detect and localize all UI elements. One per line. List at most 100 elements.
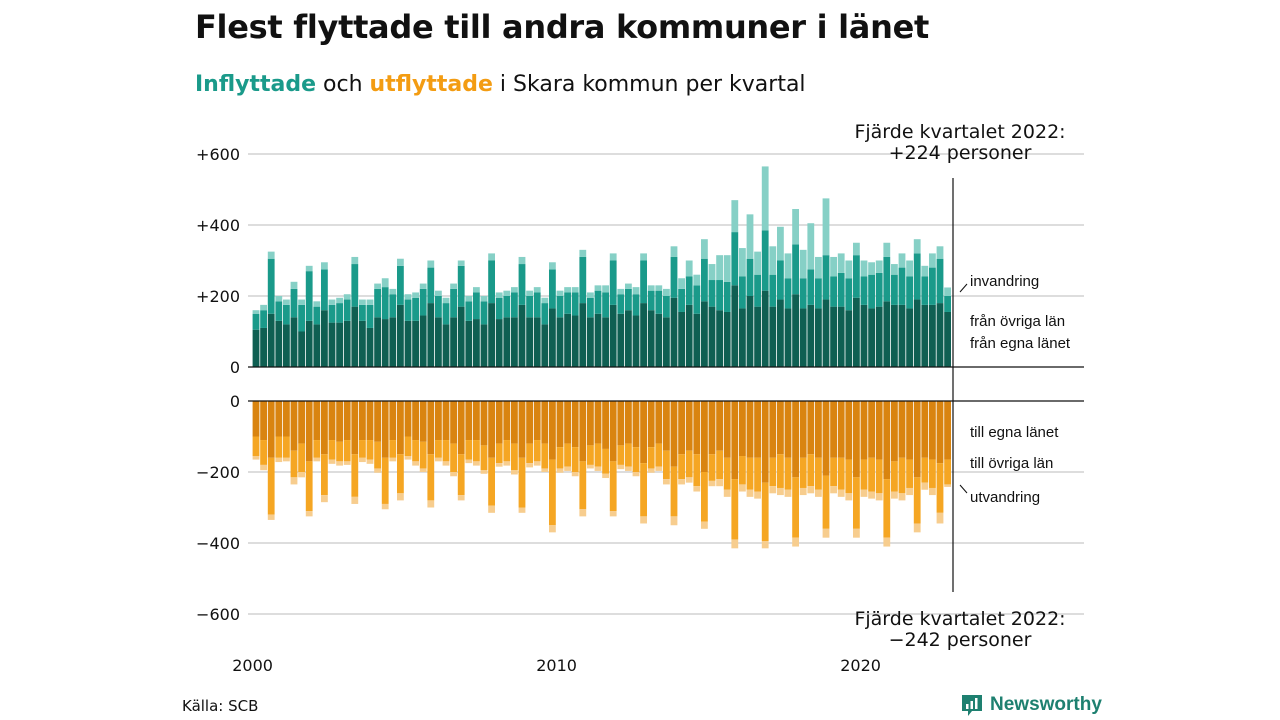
bar-in-segment [366, 327, 374, 367]
bar-in-segment [541, 303, 549, 325]
bar-out-segment [267, 514, 275, 520]
y-tick-bottom: −600 [196, 605, 240, 624]
bar-out-segment [442, 401, 450, 441]
bar-out-segment [252, 436, 260, 457]
bar-out-segment [685, 477, 693, 483]
bar-in-segment [602, 292, 609, 318]
y-tick-top: +200 [196, 287, 240, 306]
bar-out-segment [313, 440, 321, 458]
bar-in-segment [419, 288, 427, 316]
bar-in-segment [381, 287, 389, 320]
bar-in-segment [359, 304, 366, 321]
bar-in-segment [693, 274, 701, 286]
bar-out-segment [404, 401, 412, 437]
bar-in-segment [465, 301, 473, 321]
bar-in-segment [488, 253, 495, 261]
bar-out-segment [830, 401, 837, 458]
bar-in-segment [792, 244, 799, 295]
bar-out-segment [321, 454, 328, 496]
bar-in-segment [769, 306, 777, 367]
chart-title: Flest flyttade till andra kommuner i län… [195, 8, 929, 46]
bar-in-segment [366, 299, 374, 305]
bar-out-segment [526, 463, 533, 468]
annotation-bottom-line1: Fjärde kvartalet 2022: [854, 608, 1065, 630]
bar-in-segment [921, 265, 929, 277]
bar-out-segment [906, 487, 913, 496]
bar-out-segment [921, 457, 929, 483]
bar-in-segment [799, 278, 807, 309]
bar-in-segment [784, 253, 792, 279]
bar-in-segment [283, 324, 290, 367]
bar-in-segment [457, 260, 465, 266]
bar-in-segment [883, 301, 891, 367]
bar-in-segment [891, 304, 898, 367]
bar-in-segment [397, 258, 404, 266]
bar-in-segment [723, 255, 731, 282]
bar-in-segment [777, 226, 784, 261]
bar-out-segment [761, 401, 769, 483]
bar-out-segment [799, 401, 807, 458]
bar-out-segment [716, 401, 723, 451]
bar-in-segment [754, 274, 761, 307]
bar-in-segment [815, 308, 822, 367]
bar-in-segment [632, 315, 640, 367]
bar-out-segment [290, 401, 298, 451]
bar-in-segment [883, 256, 891, 302]
bar-out-segment [655, 443, 663, 467]
bar-in-segment [549, 262, 556, 270]
bar-out-segment [875, 401, 883, 460]
bar-in-segment [533, 292, 541, 318]
bar-out-segment [723, 401, 731, 458]
bar-out-segment [328, 440, 336, 460]
bar-in-segment [518, 264, 526, 305]
newsworthy-logo[interactable]: Newsworthy [960, 693, 1102, 717]
bar-in-segment [875, 272, 883, 307]
bar-in-segment [739, 308, 746, 367]
bar-in-segment [655, 313, 663, 367]
bar-out-segment [929, 487, 936, 496]
bar-out-segment [412, 401, 419, 441]
bar-in-segment [587, 292, 594, 298]
bar-out-segment [359, 401, 366, 441]
bar-out-segment [427, 454, 435, 501]
bar-out-segment [678, 401, 685, 455]
bar-in-segment [427, 267, 435, 304]
bar-in-segment [571, 315, 579, 367]
bar-out-segment [587, 445, 594, 465]
bar-out-segment [518, 457, 526, 508]
bar-out-segment [845, 493, 853, 501]
bar-out-segment [275, 457, 283, 463]
bar-in-segment [252, 310, 260, 314]
bar-out-segment [769, 401, 777, 458]
subtitle-rest: i Skara kommun per kvartal [492, 72, 806, 97]
bar-in-segment [799, 249, 807, 279]
bar-in-segment [541, 324, 549, 367]
bar-in-segment [853, 297, 860, 367]
bar-in-segment [442, 324, 450, 367]
bar-out-segment [556, 447, 564, 469]
bar-in-segment [898, 253, 906, 268]
bar-out-segment [305, 511, 313, 517]
bar-in-segment [944, 296, 951, 312]
bar-out-segment [526, 443, 533, 464]
bar-in-segment [739, 248, 746, 277]
bar-out-segment [883, 537, 891, 547]
bar-out-segment [617, 401, 625, 446]
bar-in-segment [359, 299, 366, 305]
bar-out-segment [450, 472, 457, 477]
bar-in-segment [404, 294, 412, 300]
bar-in-segment [374, 317, 381, 367]
bar-out-segment [617, 464, 625, 470]
bar-in-segment [761, 290, 769, 367]
bar-out-segment [457, 454, 465, 496]
bar-out-segment [883, 401, 891, 480]
bar-in-segment [906, 308, 913, 367]
bar-out-segment [685, 401, 693, 451]
bar-out-segment [374, 401, 381, 442]
bar-in-segment [366, 304, 374, 328]
bar-out-segment [663, 401, 670, 451]
bar-out-segment [480, 470, 488, 474]
bar-out-segment [647, 447, 655, 469]
bar-out-segment [564, 401, 571, 444]
bar-in-segment [298, 304, 305, 332]
